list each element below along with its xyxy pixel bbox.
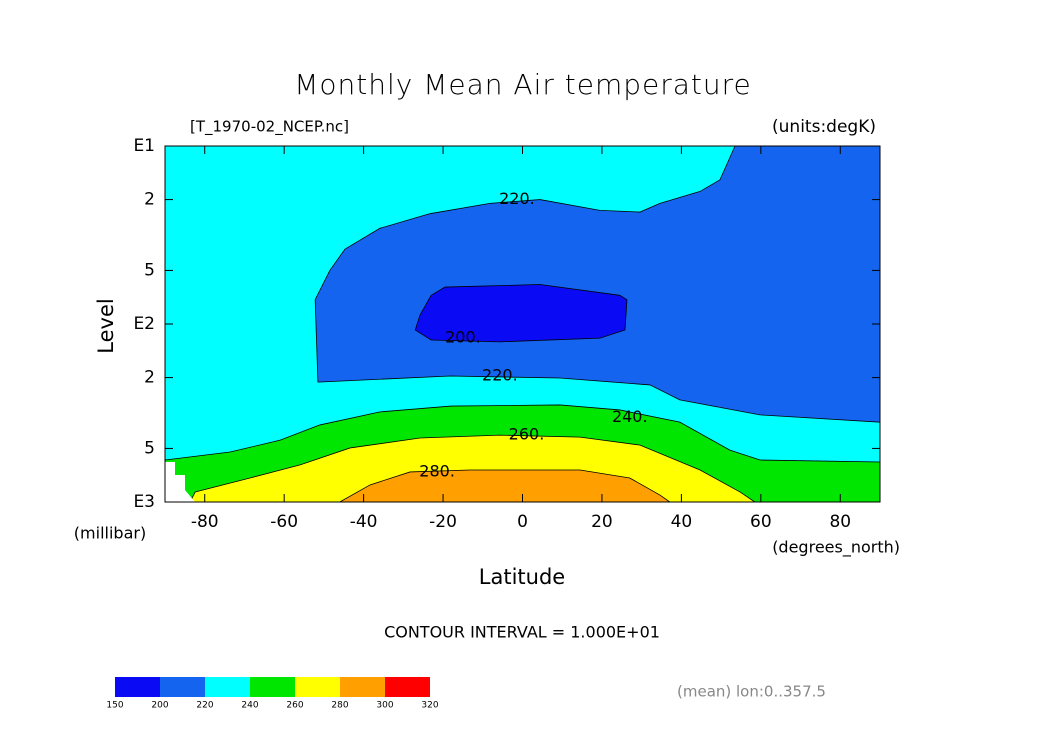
contour-label: 220. xyxy=(499,189,535,208)
colorbar-bin xyxy=(250,677,295,697)
y-tick-label: E3 xyxy=(133,492,155,512)
colorbar-label: 150 xyxy=(106,701,123,711)
colorbar-bin xyxy=(205,677,250,697)
colorbar-label: 280 xyxy=(331,701,348,711)
missing-data xyxy=(165,462,195,502)
footnote: (mean) lon:0..357.5 xyxy=(677,683,826,701)
colorbar-label: 260 xyxy=(286,701,303,711)
y-unit-label: (millibar) xyxy=(74,524,146,543)
x-tick-label: 40 xyxy=(671,512,693,532)
y-tick-label: 2 xyxy=(144,190,155,210)
contour-region xyxy=(414,284,628,343)
contour-region xyxy=(314,145,881,423)
y-tick-label: E2 xyxy=(133,314,155,334)
colorbar-label: 240 xyxy=(241,701,258,711)
colorbar-label: 200 xyxy=(151,701,168,711)
x-tick-label: -40 xyxy=(350,512,378,532)
x-unit-label: (degrees_north) xyxy=(772,538,900,558)
colorbar-bin xyxy=(385,677,430,697)
colorbar-label: 300 xyxy=(376,701,393,711)
colorbar-label: 220 xyxy=(196,701,213,711)
chart-title: Monthly Mean Air temperature xyxy=(294,68,752,101)
colorbar-bin xyxy=(295,677,340,697)
units-label: (units:degK) xyxy=(772,117,876,137)
plot-frame xyxy=(164,145,881,503)
contour-label: 240. xyxy=(612,407,648,426)
x-tick-label: 0 xyxy=(517,512,528,532)
contour-interval: CONTOUR INTERVAL = 1.000E+01 xyxy=(384,623,660,642)
contour-label: 200. xyxy=(445,328,481,347)
y-tick-label: E1 xyxy=(133,136,155,156)
x-tick-label: 80 xyxy=(829,512,851,532)
y-axis-label: Level xyxy=(94,298,118,353)
plot-area: 220.200.220.240.260.280. xyxy=(164,145,881,503)
contour-label: 280. xyxy=(419,461,455,480)
colorbar-bin xyxy=(115,677,160,697)
contour-label: 220. xyxy=(482,366,518,385)
x-tick-label: -80 xyxy=(191,512,219,532)
contour-label: 260. xyxy=(509,425,545,444)
contour-region xyxy=(338,469,672,503)
colorbar-label: 320 xyxy=(421,701,438,711)
y-tick-label: 5 xyxy=(144,260,155,280)
x-axis-label: Latitude xyxy=(479,565,565,589)
x-tick-label: 60 xyxy=(750,512,772,532)
colorbar-bin xyxy=(340,677,385,697)
y-tick-label: 2 xyxy=(144,368,155,388)
x-tick-label: 20 xyxy=(591,512,613,532)
x-tick-label: -20 xyxy=(429,512,457,532)
colorbar-bin xyxy=(160,677,205,697)
source-label: [T_1970-02_NCEP.nc] xyxy=(190,118,349,137)
x-tick-label: -60 xyxy=(270,512,298,532)
y-tick-label: 5 xyxy=(144,438,155,458)
